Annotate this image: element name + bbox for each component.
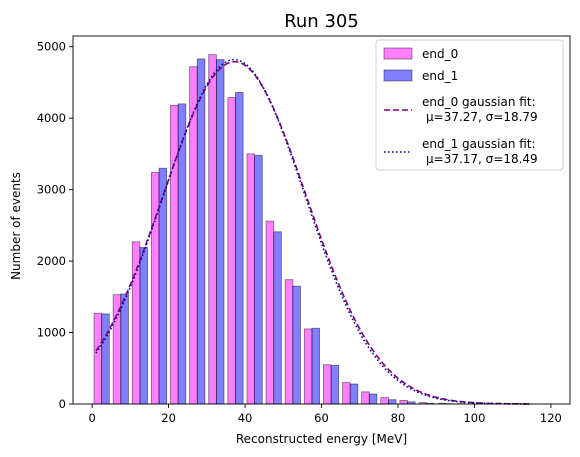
bar-end_0-14 (361, 391, 370, 405)
bar-end_0-7 (227, 97, 236, 405)
y-tick-label-3000: 3000 (37, 183, 66, 197)
legend-fit-title-1: end_1 gaussian fit: (422, 137, 536, 151)
legend-fit-params-1: μ=37.17, σ=18.49 (426, 152, 538, 166)
x-tick-label-20: 20 (161, 411, 176, 425)
y-tick-label-4000: 4000 (37, 111, 66, 125)
bar-end_1-7 (235, 92, 244, 405)
bar-end_1-5 (196, 58, 206, 405)
chart-title: Run 305 (284, 11, 359, 32)
legend-fit-title-0: end_0 gaussian fit: (422, 95, 536, 109)
legend-label-end_1: end_1 (422, 69, 458, 83)
bar-end_1-8 (254, 154, 263, 405)
legend-box (375, 39, 564, 171)
y-tick-label-0: 0 (59, 397, 66, 411)
x-tick-label-120: 120 (540, 411, 562, 425)
bar-end_1-6 (215, 59, 225, 405)
y-tick-label-2000: 2000 (37, 254, 66, 268)
bar-end_0-16 (399, 400, 408, 405)
bar-end_0-3 (150, 172, 160, 405)
y-tick-label-5000: 5000 (37, 40, 66, 54)
bar-end_0-0 (93, 312, 103, 405)
fit-curve-1 (95, 58, 532, 405)
x-tick-label-60: 60 (314, 411, 329, 425)
bar-end_1-3 (158, 167, 168, 405)
bar-end_1-13 (349, 383, 359, 405)
bar-end_1-1 (120, 293, 129, 405)
bar-end_0-9 (265, 220, 275, 405)
legend-label-end_0: end_0 (422, 47, 458, 61)
x-tick-label-80: 80 (391, 411, 406, 425)
bar-end_0-4 (170, 104, 179, 405)
fits-layer (95, 58, 532, 405)
bar-end_1-14 (368, 393, 378, 405)
legend-fit-params-0: μ=37.27, σ=18.79 (426, 110, 538, 124)
bar-end_0-15 (380, 397, 389, 405)
legend-swatch-end_1 (383, 69, 413, 82)
x-tick-label-100: 100 (463, 411, 485, 425)
bar-end_1-12 (330, 365, 340, 405)
bar-end_0-10 (284, 279, 294, 405)
bar-end_1-10 (292, 285, 301, 405)
bar-end_1-2 (139, 247, 148, 405)
x-tick-label-40: 40 (238, 411, 253, 425)
x-tick-label-0: 0 (88, 411, 95, 425)
bar-end_0-12 (323, 364, 332, 405)
bar-end_0-11 (303, 328, 313, 405)
bar-end_1-0 (101, 313, 110, 405)
legend-swatch-end_0 (383, 47, 413, 60)
bar-end_0-13 (342, 382, 351, 405)
bars-layer (93, 54, 466, 405)
bar-end_1-15 (387, 399, 397, 405)
legend: end_0 end_1 end_0 gaussian fit:μ=37.27, σ=… (375, 39, 564, 171)
axes-layer: 0 20 40 60 80 100 120 0 1000 2000 3000 4000 5000 (37, 35, 571, 425)
y-tick-label-1000: 1000 (37, 326, 66, 340)
bar-end_1-9 (273, 231, 282, 405)
bar-end_0-6 (208, 54, 217, 405)
bar-end_0-8 (246, 153, 255, 405)
bar-end_0-5 (189, 66, 198, 405)
fit-curve-0 (95, 60, 532, 405)
x-axis-title: Reconstructed energy [MeV] (236, 432, 407, 446)
bar-end_1-11 (311, 327, 320, 405)
y-axis-title: Number of events (9, 172, 23, 280)
